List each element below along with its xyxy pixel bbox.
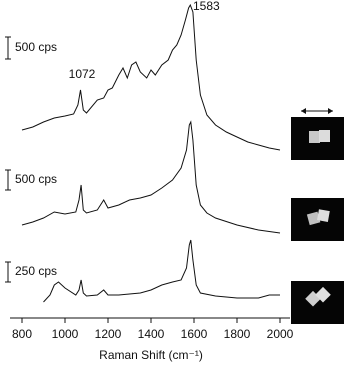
- particle: [315, 286, 331, 303]
- peak-label: 1583: [193, 0, 220, 13]
- x-tick-label: 1000: [52, 327, 79, 341]
- scale-bar-label: 250 cps: [15, 264, 57, 278]
- scale-bar-label: 500 cps: [15, 172, 57, 186]
- spectrum: [21, 120, 281, 234]
- sample-images: [291, 108, 344, 324]
- x-tick-label: 2000: [267, 327, 294, 341]
- x-tick-label: 1200: [95, 327, 122, 341]
- particle: [306, 211, 321, 226]
- peak-label: 1072: [69, 67, 96, 81]
- particle: [317, 209, 330, 222]
- particle: [319, 130, 330, 142]
- spectrum: [43, 239, 280, 303]
- x-tick-label: 1600: [181, 327, 208, 341]
- x-tick-label: 800: [12, 327, 32, 341]
- particle: [309, 131, 320, 143]
- scale-bar-label: 500 cps: [15, 40, 57, 54]
- x-axis-label: Raman Shift (cm⁻¹): [99, 348, 203, 362]
- x-tick-label: 1400: [138, 327, 165, 341]
- sem-image: [291, 281, 344, 324]
- x-tick-label: 1800: [224, 327, 251, 341]
- spectrum: [21, 3, 281, 151]
